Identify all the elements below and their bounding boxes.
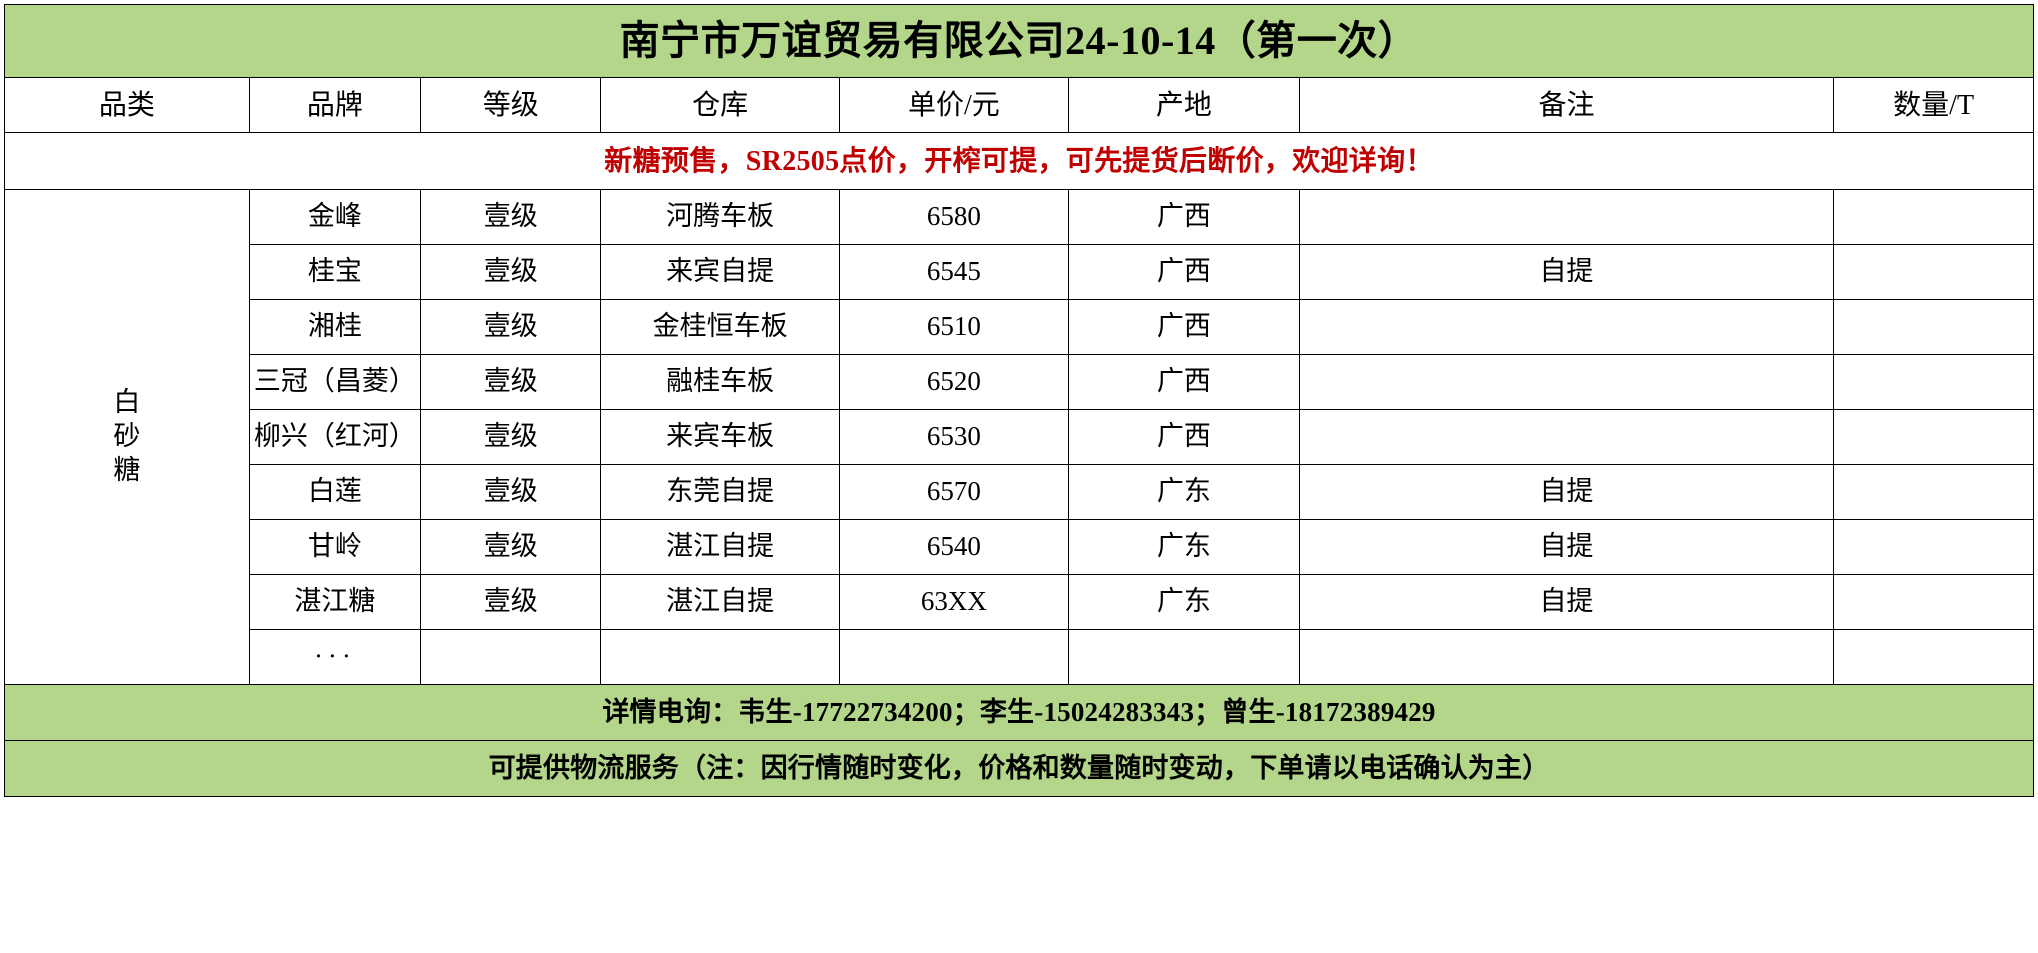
column-header-grade: 等级 [420, 77, 602, 133]
cell-note [1298, 299, 1835, 355]
cell-quantity [1833, 519, 2034, 575]
cell-quantity [1833, 464, 2034, 520]
table-row: 三冠（昌菱） 壹级 融桂车板 6520 广西 [5, 354, 2034, 410]
page-title: 南宁市万谊贸易有限公司24-10-14（第一次） [4, 4, 2034, 78]
cell-origin: 广西 [1068, 354, 1300, 410]
cell-price: 6540 [838, 519, 1070, 575]
table-body: 南宁市万谊贸易有限公司24-10-14（第一次） 品类 品牌 等级 仓库 单价/… [4, 4, 2034, 797]
cell-grade: 壹级 [420, 299, 602, 355]
cell-origin: 广西 [1068, 189, 1300, 245]
cell-quantity [1833, 299, 2034, 355]
cell-note: 自提 [1298, 519, 1835, 575]
cell-price: 6545 [838, 244, 1070, 300]
cell-origin: 广西 [1068, 244, 1300, 300]
column-header-origin: 产地 [1068, 77, 1300, 133]
cell-origin: 广东 [1068, 519, 1300, 575]
cell-price: 6510 [838, 299, 1070, 355]
cell-brand: 湘桂 [248, 299, 422, 355]
table-row: 柳兴（红河） 壹级 来宾车板 6530 广西 [5, 409, 2034, 465]
column-header-quantity: 数量/T [1833, 77, 2034, 133]
cell-warehouse [600, 629, 840, 685]
contact-info: 详情电询：韦生-17722734200；李生-15024283343；曾生-18… [4, 684, 2034, 741]
cell-warehouse: 河腾车板 [600, 189, 840, 245]
footer-row-logistics: 可提供物流服务（注：因行情随时变化，价格和数量随时变动，下单请以电话确认为主） [4, 740, 2034, 797]
table-row: 湘桂 壹级 金桂恒车板 6510 广西 [5, 299, 2034, 355]
cell-price: 6570 [838, 464, 1070, 520]
cell-price [838, 629, 1070, 685]
cell-grade: 壹级 [420, 519, 602, 575]
cell-grade: 壹级 [420, 244, 602, 300]
price-list-table: 南宁市万谊贸易有限公司24-10-14（第一次） 品类 品牌 等级 仓库 单价/… [4, 4, 2034, 797]
cell-quantity [1833, 244, 2034, 300]
cell-quantity [1833, 189, 2034, 245]
cell-grade [420, 629, 602, 685]
cell-grade: 壹级 [420, 409, 602, 465]
column-header-warehouse: 仓库 [600, 77, 840, 133]
cell-note [1298, 629, 1835, 685]
column-header-brand: 品牌 [248, 77, 422, 133]
cell-brand: 柳兴（红河） [248, 409, 422, 465]
cell-note [1298, 354, 1835, 410]
cell-note: 自提 [1298, 574, 1835, 630]
cell-brand: 甘岭 [248, 519, 422, 575]
cell-grade: 壹级 [420, 189, 602, 245]
cell-note: 自提 [1298, 464, 1835, 520]
column-header-row: 品类 品牌 等级 仓库 单价/元 产地 备注 数量/T [4, 77, 2034, 133]
cell-origin: 广东 [1068, 574, 1300, 630]
cell-category: 白砂糖 [4, 189, 250, 685]
cell-origin: 广西 [1068, 299, 1300, 355]
cell-warehouse: 金桂恒车板 [600, 299, 840, 355]
cell-brand: ··· [248, 629, 422, 685]
cell-note [1298, 409, 1835, 465]
cell-warehouse: 东莞自提 [600, 464, 840, 520]
cell-quantity [1833, 629, 2034, 685]
promotion-notice: 新糖预售，SR2505点价，开榨可提，可先提货后断价，欢迎详询！ [4, 132, 2034, 190]
cell-origin [1068, 629, 1300, 685]
cell-price: 63XX [838, 574, 1070, 630]
cell-grade: 壹级 [420, 464, 602, 520]
cell-quantity [1833, 354, 2034, 410]
cell-quantity [1833, 574, 2034, 630]
footer-row-contact: 详情电询：韦生-17722734200；李生-15024283343；曾生-18… [4, 684, 2034, 741]
table-row: 湛江糖 壹级 湛江自提 63XX 广东 自提 [5, 574, 2034, 630]
cell-brand: 白莲 [248, 464, 422, 520]
cell-origin: 广东 [1068, 464, 1300, 520]
cell-brand: 桂宝 [248, 244, 422, 300]
table-row: 白莲 壹级 东莞自提 6570 广东 自提 [5, 464, 2034, 520]
cell-note: 自提 [1298, 244, 1835, 300]
cell-price: 6520 [838, 354, 1070, 410]
table-row: 桂宝 壹级 来宾自提 6545 广西 自提 [5, 244, 2034, 300]
notice-row: 新糖预售，SR2505点价，开榨可提，可先提货后断价，欢迎详询！ [4, 132, 2034, 190]
cell-origin: 广西 [1068, 409, 1300, 465]
logistics-note: 可提供物流服务（注：因行情随时变化，价格和数量随时变动，下单请以电话确认为主） [4, 740, 2034, 797]
cell-warehouse: 来宾车板 [600, 409, 840, 465]
cell-price: 6580 [838, 189, 1070, 245]
cell-grade: 壹级 [420, 574, 602, 630]
column-header-note: 备注 [1298, 77, 1835, 133]
cell-quantity [1833, 409, 2034, 465]
cell-brand: 三冠（昌菱） [248, 354, 422, 410]
cell-note [1298, 189, 1835, 245]
cell-warehouse: 融桂车板 [600, 354, 840, 410]
cell-warehouse: 来宾自提 [600, 244, 840, 300]
column-header-price: 单价/元 [838, 77, 1070, 133]
table-row: ··· [5, 629, 2034, 685]
column-header-category: 品类 [4, 77, 250, 133]
cell-brand: 金峰 [248, 189, 422, 245]
cell-warehouse: 湛江自提 [600, 574, 840, 630]
table-row: 白砂糖金峰 壹级 河腾车板 6580 广西 [4, 189, 2034, 685]
cell-brand: 湛江糖 [248, 574, 422, 630]
cell-grade: 壹级 [420, 354, 602, 410]
table-row: 甘岭 壹级 湛江自提 6540 广东 自提 [5, 519, 2034, 575]
cell-price: 6530 [838, 409, 1070, 465]
title-row: 南宁市万谊贸易有限公司24-10-14（第一次） [4, 4, 2034, 78]
cell-warehouse: 湛江自提 [600, 519, 840, 575]
